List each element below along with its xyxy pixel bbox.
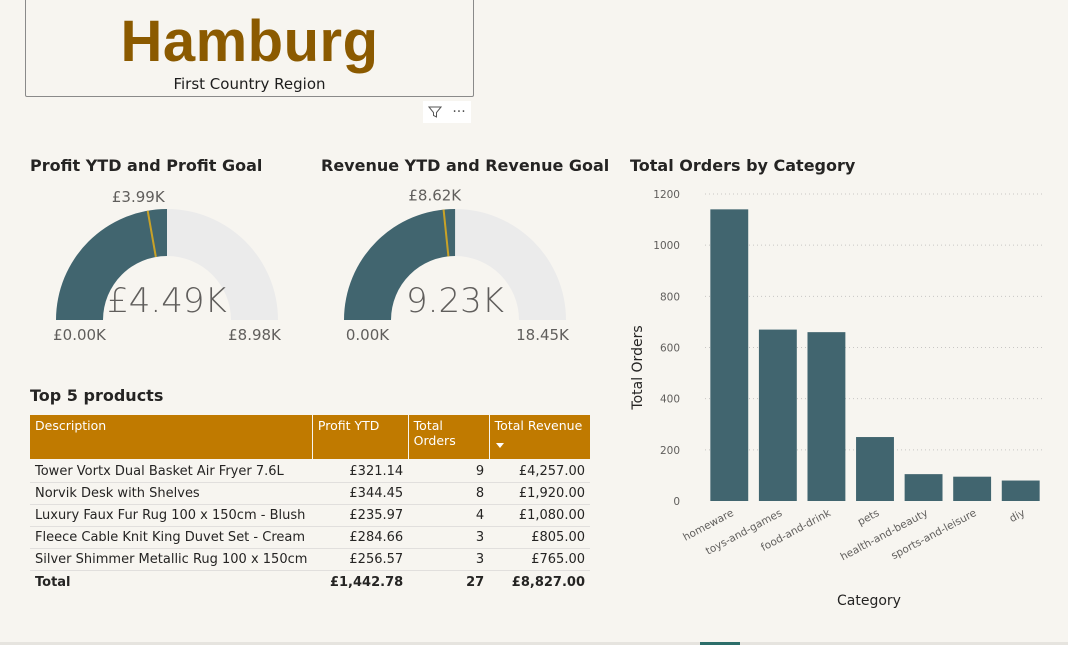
- cell-total-revenue: £4,257.00: [489, 459, 590, 483]
- x-tick-label: sports-and-leisure: [889, 507, 978, 562]
- column-header-profit-ytd[interactable]: Profit YTD: [312, 415, 409, 459]
- active-page-indicator: [700, 642, 740, 645]
- table-row[interactable]: Luxury Faux Fur Rug 100 x 150cm - Blush …: [30, 504, 590, 527]
- gauge-fill: [344, 209, 456, 320]
- gauge-goal-marker: [146, 210, 157, 258]
- cell-description: Norvik Desk with Shelves: [30, 482, 313, 505]
- bar-homeware[interactable]: [710, 209, 749, 501]
- cell-description: Fleece Cable Knit King Duvet Set - Cream: [30, 526, 313, 549]
- bar-toys-and-games[interactable]: [758, 329, 797, 501]
- cell-profit-ytd: £284.66: [312, 526, 409, 549]
- more-options-icon: ···: [452, 104, 466, 120]
- table-row[interactable]: Silver Shimmer Metallic Rug 100 x 150cm …: [30, 548, 590, 571]
- bar-health-and-beauty[interactable]: [904, 474, 943, 501]
- cell-total-revenue: £1,080.00: [489, 504, 590, 527]
- total-orders-by-category-chart[interactable]: 0 200 400 600 800 1000 1200 homeware toys-and-ga…: [620, 180, 1060, 624]
- cell-total-orders: 9: [408, 459, 490, 483]
- column-header-total-revenue[interactable]: Total Revenue: [489, 415, 590, 459]
- total-profit-ytd: £1,442.78: [312, 570, 409, 593]
- gauge-goal-marker: [442, 209, 450, 257]
- bar-sports-and-leisure[interactable]: [953, 476, 992, 501]
- profit-gauge[interactable]: £3.99K £4.49K £0.00K £8.98K: [40, 188, 300, 348]
- cell-total-orders: 3: [408, 526, 490, 549]
- page-tab-strip: [0, 642, 1068, 645]
- table-row[interactable]: Tower Vortx Dual Basket Air Fryer 7.6L £…: [30, 459, 590, 483]
- top-products-table: Description Profit YTD Total Orders Tota…: [30, 415, 590, 593]
- y-tick-label: 0: [673, 496, 680, 508]
- cell-profit-ytd: £256.57: [312, 548, 409, 571]
- y-tick-label: 800: [660, 291, 680, 303]
- gauge-fill: [56, 209, 167, 320]
- table-row[interactable]: Fleece Cable Knit King Duvet Set - Cream…: [30, 526, 590, 549]
- total-orders: 27: [408, 570, 490, 593]
- page-title: Hamburg: [120, 9, 379, 74]
- cell-total-revenue: £765.00: [489, 548, 590, 571]
- column-header-description[interactable]: Description: [30, 415, 313, 459]
- table-total-row: Total £1,442.78 27 £8,827.00: [30, 570, 590, 593]
- bar-food-and-drink[interactable]: [807, 332, 846, 501]
- profit-gauge-title: Profit YTD and Profit Goal: [30, 156, 263, 175]
- sort-descending-icon: [495, 443, 504, 448]
- cell-description: Luxury Faux Fur Rug 100 x 150cm - Blush: [30, 504, 313, 527]
- gauge-goal-label: £8.62K: [408, 188, 462, 205]
- total-revenue: £8,827.00: [489, 570, 590, 593]
- cell-total-orders: 8: [408, 482, 490, 505]
- cell-total-orders: 3: [408, 548, 490, 571]
- bar-diy[interactable]: [1001, 480, 1040, 501]
- visual-header-toolbar: ···: [423, 101, 471, 123]
- bar-chart-title: Total Orders by Category: [630, 156, 856, 175]
- revenue-gauge-title: Revenue YTD and Revenue Goal: [321, 156, 610, 175]
- x-tick-label: pets: [856, 507, 882, 528]
- table-header-row: Description Profit YTD Total Orders Tota…: [30, 415, 590, 459]
- gauge-value-label: £4.49K: [107, 281, 227, 321]
- gauge-value-label: 9.23K: [406, 281, 504, 321]
- cell-profit-ytd: £235.97: [312, 504, 409, 527]
- filter-icon: [428, 106, 442, 118]
- y-tick-label: 400: [660, 394, 680, 406]
- column-header-total-orders[interactable]: Total Orders: [408, 415, 490, 459]
- cell-total-revenue: £1,920.00: [489, 482, 590, 505]
- y-tick-label: 1200: [653, 189, 680, 201]
- gauge-max-label: 18.45K: [516, 326, 570, 344]
- cell-description: Silver Shimmer Metallic Rug 100 x 150cm: [30, 548, 313, 571]
- cell-profit-ytd: £344.45: [312, 482, 409, 505]
- more-options-button[interactable]: ···: [447, 101, 471, 123]
- y-tick-label: 1000: [653, 240, 680, 252]
- top-products-title: Top 5 products: [30, 386, 164, 405]
- x-tick-label: health-and-beauty: [839, 507, 930, 563]
- title-card: Hamburg First Country Region: [25, 0, 474, 97]
- cell-total-revenue: £805.00: [489, 526, 590, 549]
- y-axis-title: Total Orders: [630, 325, 646, 410]
- gauge-min-label: 0.00K: [346, 326, 390, 344]
- revenue-gauge[interactable]: £8.62K 9.23K 0.00K 18.45K: [328, 188, 588, 348]
- cell-profit-ytd: £321.14: [312, 459, 409, 483]
- bar-pets[interactable]: [856, 437, 894, 501]
- table-row[interactable]: Norvik Desk with Shelves £344.45 8 £1,92…: [30, 482, 590, 505]
- x-axis-title: Category: [837, 593, 901, 609]
- cell-total-orders: 4: [408, 504, 490, 527]
- gauge-goal-label: £3.99K: [112, 188, 166, 206]
- gauge-min-label: £0.00K: [53, 326, 107, 344]
- page-subtitle: First Country Region: [173, 75, 326, 93]
- cell-description: Tower Vortx Dual Basket Air Fryer 7.6L: [30, 459, 313, 483]
- y-tick-label: 200: [660, 445, 680, 457]
- filter-button[interactable]: [423, 101, 447, 123]
- total-label: Total: [30, 570, 313, 593]
- x-tick-label: diy: [1008, 507, 1028, 525]
- gauge-max-label: £8.98K: [228, 326, 282, 344]
- y-tick-label: 600: [660, 343, 680, 355]
